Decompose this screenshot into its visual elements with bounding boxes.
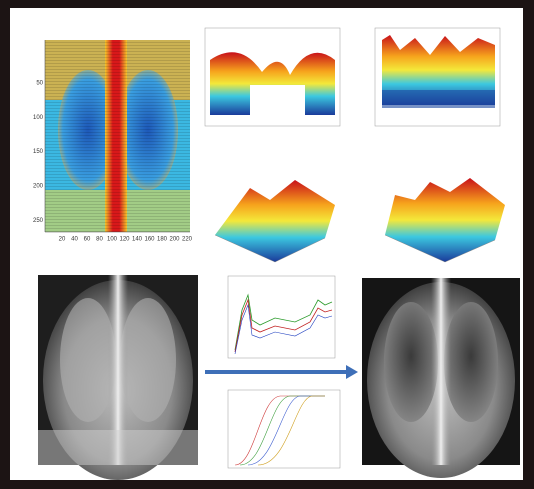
- x-tick-label: 80: [96, 237, 103, 243]
- xray-image: [38, 275, 198, 480]
- x-tick-label: 60: [84, 237, 91, 243]
- x-tick-label: 160: [144, 237, 155, 243]
- xray-image: [362, 278, 520, 478]
- x-tick-label: 180: [157, 237, 168, 243]
- y-tick-label: 50: [36, 81, 43, 87]
- heatmap: [45, 40, 190, 232]
- x-tick-label: 20: [59, 237, 66, 243]
- x-tick-label: 100: [107, 237, 118, 243]
- y-tick-label: 150: [33, 149, 44, 155]
- y-tick-label: 250: [33, 218, 44, 224]
- curve-chart: [228, 390, 340, 468]
- y-tick-label: 100: [33, 115, 44, 121]
- page: 5010015020025020406080100120140160180200…: [0, 0, 534, 484]
- x-tick-label: 140: [132, 237, 143, 243]
- x-tick-label: 200: [169, 237, 180, 243]
- figure: 5010015020025020406080100120140160180200…: [0, 0, 534, 484]
- y-tick-label: 200: [33, 183, 44, 189]
- histogram-chart: [228, 276, 335, 358]
- x-tick-label: 120: [119, 237, 130, 243]
- x-tick-label: 40: [71, 237, 78, 243]
- x-tick-label: 220: [182, 237, 193, 243]
